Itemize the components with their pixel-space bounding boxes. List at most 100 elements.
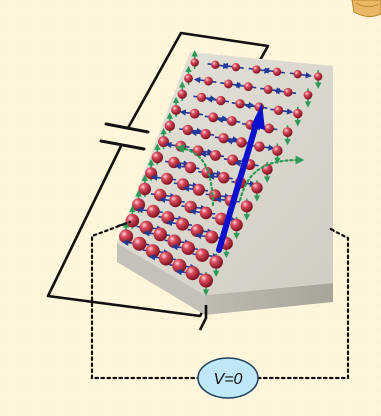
background-dot bbox=[53, 161, 55, 163]
background-dot bbox=[221, 29, 223, 31]
background-dot bbox=[233, 413, 235, 415]
background-dot bbox=[245, 17, 247, 19]
atom bbox=[181, 241, 195, 255]
background-dot bbox=[5, 29, 7, 31]
background-dot bbox=[65, 353, 67, 355]
background-dot bbox=[233, 317, 235, 319]
background-dot bbox=[53, 185, 55, 187]
background-dot bbox=[281, 317, 283, 319]
background-dot bbox=[113, 197, 115, 199]
background-dot bbox=[209, 29, 211, 31]
background-dot bbox=[317, 317, 319, 319]
background-dot bbox=[125, 209, 127, 211]
background-dot bbox=[5, 317, 7, 319]
background-dot bbox=[29, 401, 31, 403]
background-dot bbox=[5, 197, 7, 199]
background-dot bbox=[5, 77, 7, 79]
background-dot bbox=[173, 5, 175, 7]
background-dot bbox=[353, 377, 355, 379]
background-dot bbox=[377, 401, 379, 403]
background-dot bbox=[341, 389, 343, 391]
background-dot bbox=[317, 41, 319, 43]
background-dot bbox=[257, 29, 259, 31]
background-dot bbox=[317, 341, 319, 343]
background-dot bbox=[173, 77, 175, 79]
background-dot bbox=[365, 89, 367, 91]
background-dot bbox=[17, 77, 19, 79]
background-dot bbox=[281, 353, 283, 355]
atom bbox=[161, 172, 174, 185]
background-dot bbox=[353, 77, 355, 79]
background-dot bbox=[89, 281, 91, 283]
background-dot bbox=[89, 149, 91, 151]
background-dot bbox=[89, 341, 91, 343]
atom bbox=[218, 171, 230, 184]
background-dot bbox=[353, 125, 355, 127]
background-dot bbox=[41, 233, 43, 235]
background-dot bbox=[341, 257, 343, 259]
background-dot bbox=[77, 137, 79, 139]
background-dot bbox=[53, 77, 55, 79]
background-dot bbox=[17, 5, 19, 7]
background-dot bbox=[329, 53, 331, 55]
background-dot bbox=[113, 341, 115, 343]
background-dot bbox=[29, 281, 31, 283]
background-dot bbox=[305, 41, 307, 43]
background-dot bbox=[149, 401, 151, 403]
background-dot bbox=[5, 281, 7, 283]
background-dot bbox=[29, 161, 31, 163]
background-dot bbox=[305, 413, 307, 415]
background-dot bbox=[17, 413, 19, 415]
atom bbox=[172, 258, 187, 273]
background-dot bbox=[353, 65, 355, 67]
background-dot bbox=[353, 269, 355, 271]
background-dot bbox=[29, 245, 31, 247]
background-dot bbox=[317, 29, 319, 31]
background-dot bbox=[101, 77, 103, 79]
atom bbox=[175, 217, 189, 231]
background-dot bbox=[245, 353, 247, 355]
background-dot bbox=[377, 341, 379, 343]
background-dot bbox=[377, 389, 379, 391]
atom bbox=[240, 200, 253, 213]
atom bbox=[164, 120, 176, 131]
background-dot bbox=[89, 245, 91, 247]
background-dot bbox=[329, 353, 331, 355]
background-dot bbox=[341, 41, 343, 43]
background-dot bbox=[101, 257, 103, 259]
background-dot bbox=[5, 293, 7, 295]
background-dot bbox=[185, 317, 187, 319]
background-dot bbox=[281, 413, 283, 415]
background-dot bbox=[65, 305, 67, 307]
background-dot bbox=[293, 353, 295, 355]
background-dot bbox=[365, 101, 367, 103]
background-dot bbox=[113, 389, 115, 391]
background-dot bbox=[41, 221, 43, 223]
background-dot bbox=[89, 269, 91, 271]
background-dot bbox=[269, 317, 271, 319]
background-dot bbox=[125, 53, 127, 55]
background-dot bbox=[245, 413, 247, 415]
background-dot bbox=[365, 353, 367, 355]
atom bbox=[209, 255, 223, 269]
background-dot bbox=[41, 149, 43, 151]
background-dot bbox=[53, 341, 55, 343]
background-dot bbox=[281, 17, 283, 19]
background-dot bbox=[365, 173, 367, 175]
atom bbox=[196, 92, 207, 103]
background-dot bbox=[101, 305, 103, 307]
background-dot bbox=[365, 221, 367, 223]
background-dot bbox=[101, 365, 103, 367]
background-dot bbox=[101, 293, 103, 295]
background-dot bbox=[29, 173, 31, 175]
background-dot bbox=[113, 17, 115, 19]
background-dot bbox=[329, 365, 331, 367]
background-dot bbox=[89, 89, 91, 91]
background-dot bbox=[125, 413, 127, 415]
background-dot bbox=[365, 317, 367, 319]
background-dot bbox=[77, 305, 79, 307]
background-dot bbox=[317, 17, 319, 19]
background-dot bbox=[377, 197, 379, 199]
background-dot bbox=[29, 77, 31, 79]
background-dot bbox=[377, 413, 379, 415]
